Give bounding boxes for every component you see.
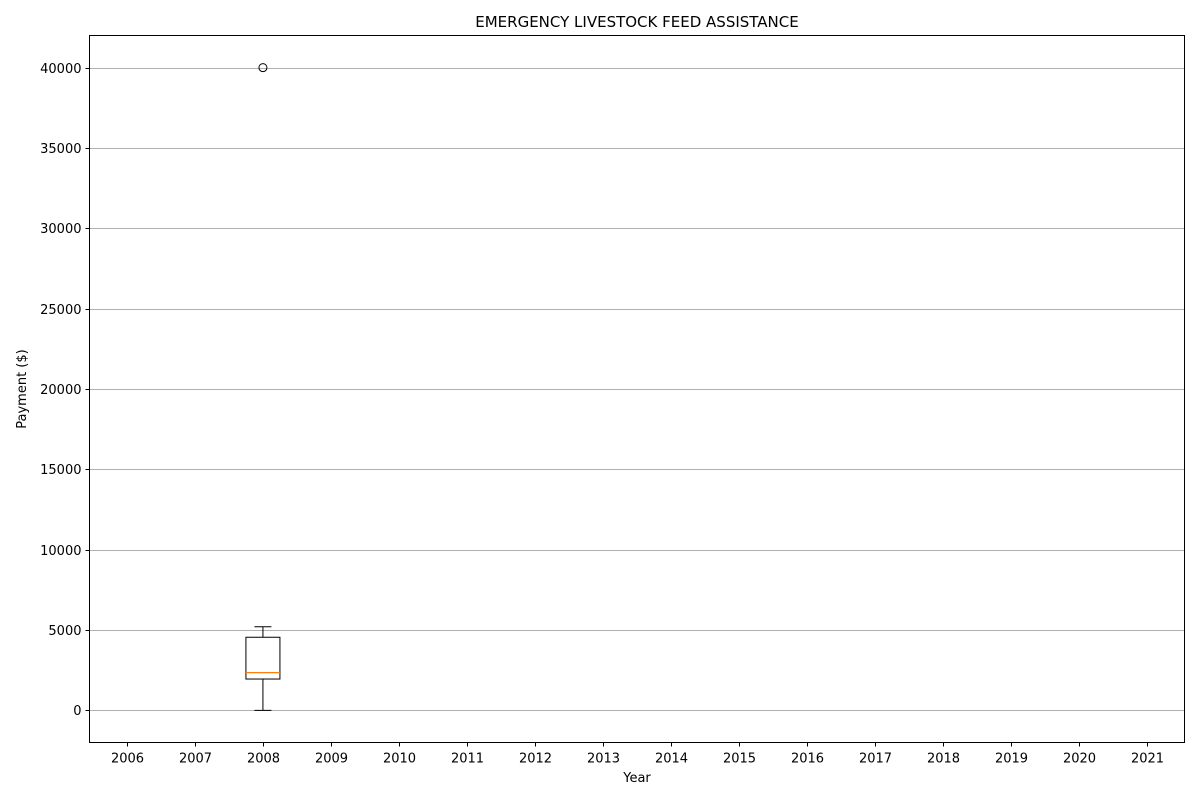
x-tick-label: 2007 [179,752,212,767]
outlier-point [258,63,268,73]
y-tick-label: 0 [73,704,81,719]
x-tick-label: 2010 [383,752,416,767]
x-axis-ticks: 2006 2007 2008 2009 2010 2011 2012 2013 2014 2015… [111,742,1164,767]
x-tick-label: 2012 [519,752,552,767]
x-tick-label: 2015 [723,752,756,767]
x-tick-label: 2014 [655,752,688,767]
y-axis-label: Payment ($) [15,349,30,428]
x-tick-label: 2016 [791,752,824,767]
x-tick-label: 2020 [1063,752,1096,767]
y-axis-ticks: 0 5000 10000 15000 20000 25000 30000 35000 40000 [40,62,90,719]
x-tick-label: 2018 [927,752,960,767]
y-tick-label: 35000 [40,142,81,157]
x-tick-label: 2021 [1131,752,1164,767]
x-tick-label: 2008 [247,752,280,767]
x-tick-label: 2017 [859,752,892,767]
y-tick-label: 40000 [40,62,81,77]
grid-lines [89,68,1185,711]
x-axis-label: Year [622,771,651,786]
boxplots [245,63,281,711]
x-tick-label: 2019 [995,752,1028,767]
x-tick-label: 2011 [451,752,484,767]
chart-title: EMERGENCY LIVESTOCK FEED ASSISTANCE [475,13,798,31]
x-tick-label: 2006 [111,752,144,767]
y-tick-label: 20000 [40,383,81,398]
y-tick-label: 10000 [40,544,81,559]
box-iqr [245,636,281,680]
y-tick-label: 30000 [40,222,81,237]
x-tick-label: 2009 [315,752,348,767]
y-tick-label: 5000 [48,624,81,639]
y-tick-label: 15000 [40,463,81,478]
x-tick-label: 2013 [587,752,620,767]
y-tick-label: 25000 [40,303,81,318]
